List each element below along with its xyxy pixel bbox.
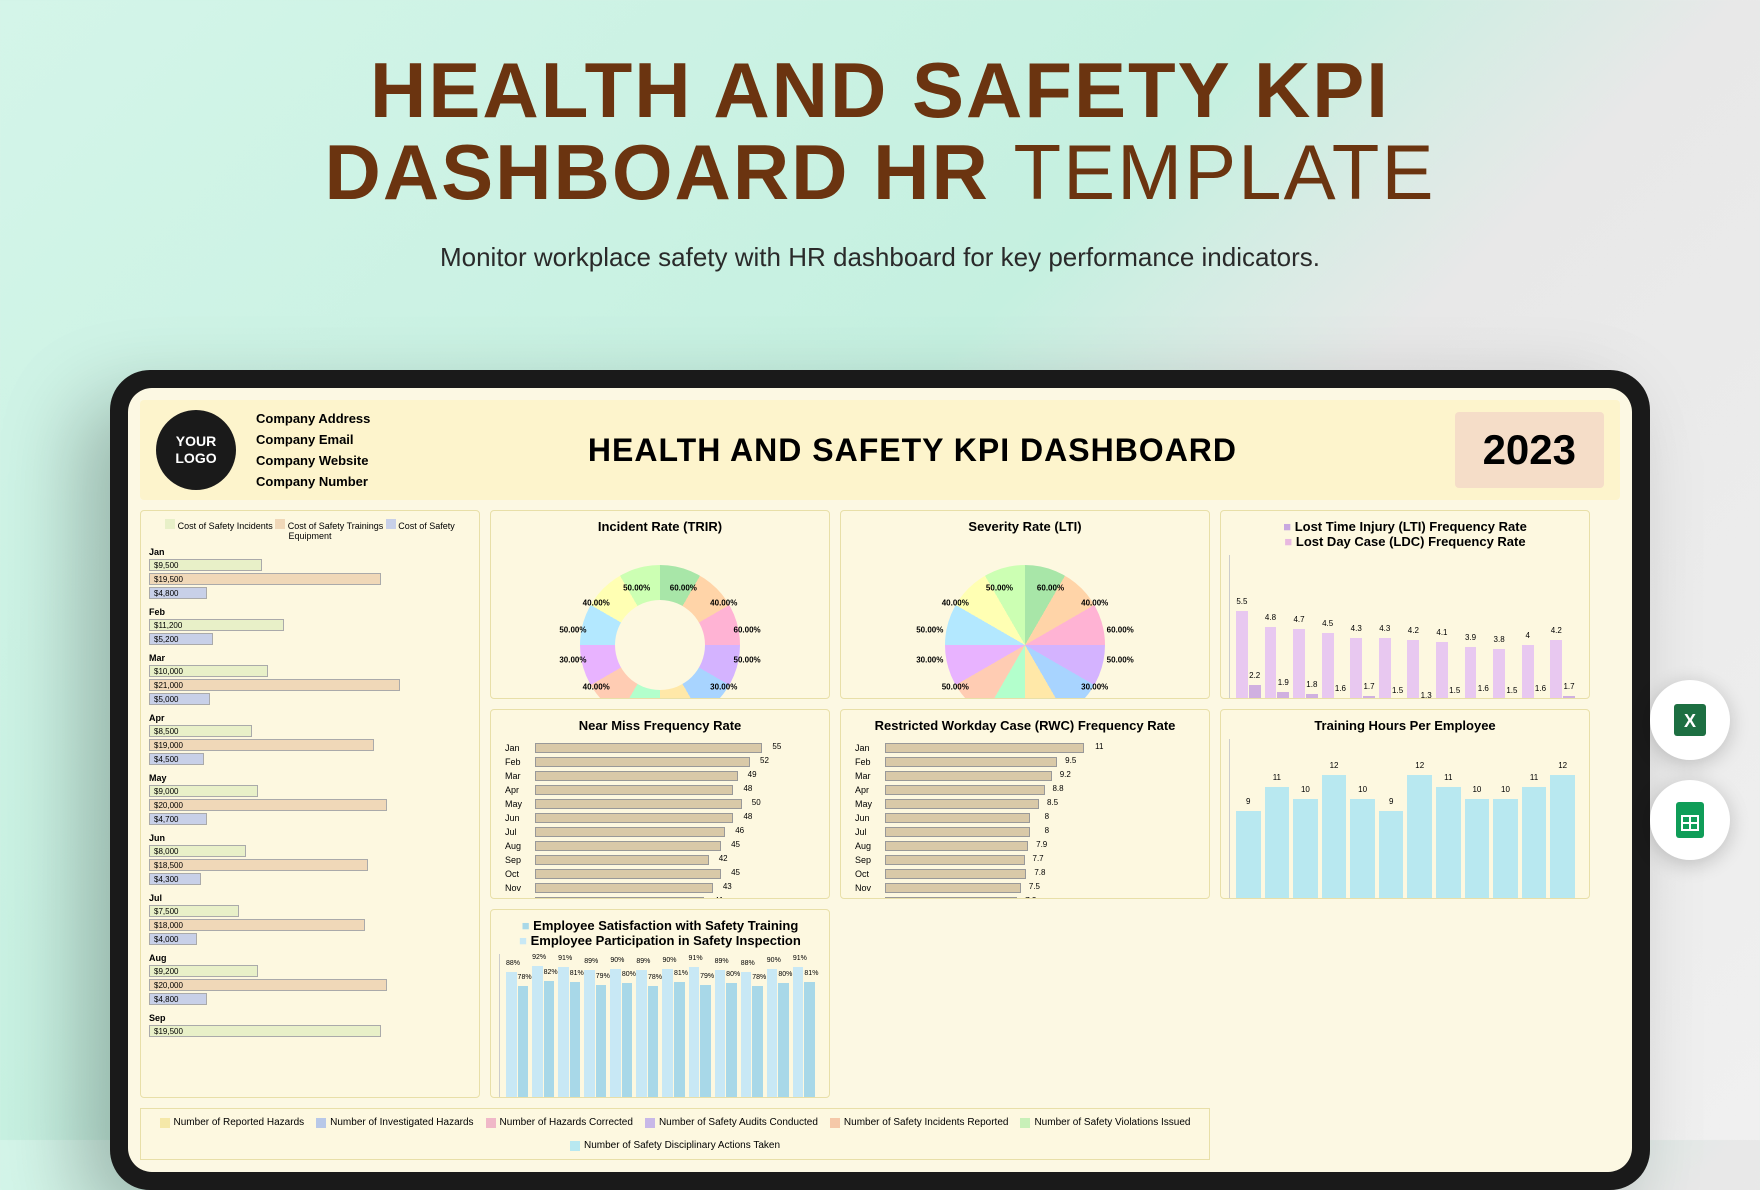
company-logo: YOUR LOGO: [156, 410, 236, 490]
hero-line2a: DASHBOARD HR: [325, 128, 990, 216]
trir-donut-chart: [580, 565, 740, 699]
lti-pie-chart: [945, 565, 1105, 699]
cost-legend: Cost of Safety Incidents Cost of Safety …: [149, 519, 471, 541]
trir-card: Incident Rate (TRIR) 60.00%40.00%60.00%5…: [490, 510, 830, 699]
training-bars: 9111012109121110101112: [1229, 739, 1581, 898]
rwc-title: Restricted Workday Case (RWC) Frequency …: [849, 718, 1201, 733]
sheets-icon[interactable]: [1650, 780, 1730, 860]
excel-icon[interactable]: X: [1650, 680, 1730, 760]
hero-section: HEALTH AND SAFETY KPI DASHBOARD HR TEMPL…: [0, 0, 1760, 273]
rwc-card: Restricted Workday Case (RWC) Frequency …: [840, 709, 1210, 898]
legend-item: Number of Safety Audits Conducted: [645, 1117, 818, 1128]
legend-item: Number of Safety Disciplinary Actions Ta…: [570, 1140, 780, 1151]
bottom-legend: Number of Reported Hazards Number of Inve…: [140, 1108, 1210, 1160]
training-title: Training Hours Per Employee: [1229, 718, 1581, 733]
company-meta: Company Address Company Email Company Webs…: [256, 411, 370, 489]
satisfaction-bars: 88%78%92%82%91%81%89%79%90%80%89%78%90%8…: [499, 954, 821, 1098]
meta-line: Company Website: [256, 453, 370, 468]
freq-title: ■ Lost Time Injury (LTI) Frequency Rate …: [1229, 519, 1581, 549]
rwc-bars: Jan11Feb9.5Mar9.2Apr8.8May8.5Jun8Jul8Aug…: [849, 739, 1201, 898]
nearmiss-title: Near Miss Frequency Rate: [499, 718, 821, 733]
nearmiss-bars: Jan55Feb52Mar49Apr48May50Jun48Jul46Aug45…: [499, 739, 821, 898]
legend-item: Number of Safety Violations Issued: [1020, 1117, 1190, 1128]
meta-line: Company Email: [256, 432, 370, 447]
meta-line: Company Address: [256, 411, 370, 426]
hero-subtitle: Monitor workplace safety with HR dashboa…: [0, 242, 1760, 273]
file-type-icons: X: [1650, 680, 1730, 860]
satisfaction-title: ■ Employee Satisfaction with Safety Trai…: [499, 918, 821, 948]
cost-card: Cost of Safety Incidents Cost of Safety …: [140, 510, 480, 1098]
year-badge: 2023: [1455, 412, 1604, 488]
trir-title: Incident Rate (TRIR): [499, 519, 821, 534]
nearmiss-card: Near Miss Frequency Rate Jan55Feb52Mar49…: [490, 709, 830, 898]
dashboard-header: YOUR LOGO Company AddressCompany EmailCo…: [140, 400, 1620, 500]
hero-line1: HEALTH AND SAFETY KPI: [370, 46, 1390, 134]
svg-text:X: X: [1684, 711, 1696, 731]
freq-card: ■ Lost Time Injury (LTI) Frequency Rate …: [1220, 510, 1590, 699]
dashboard-screen: YOUR LOGO Company AddressCompany EmailCo…: [128, 388, 1632, 1172]
dashboard-title: HEALTH AND SAFETY KPI DASHBOARD: [390, 432, 1434, 469]
hero-title: HEALTH AND SAFETY KPI DASHBOARD HR TEMPL…: [0, 50, 1760, 214]
hero-line2b: TEMPLATE: [1014, 128, 1436, 216]
legend-item: Number of Reported Hazards: [160, 1117, 305, 1128]
legend-item: Number of Safety Incidents Reported: [830, 1117, 1009, 1128]
tablet-frame: YOUR LOGO Company AddressCompany EmailCo…: [110, 370, 1650, 1190]
satisfaction-card: ■ Employee Satisfaction with Safety Trai…: [490, 909, 830, 1098]
lti-card: Severity Rate (LTI) 60.00%40.00%60.00%50…: [840, 510, 1210, 699]
legend-item: Number of Investigated Hazards: [316, 1117, 473, 1128]
legend-item: Number of Hazards Corrected: [486, 1117, 633, 1128]
meta-line: Company Number: [256, 474, 370, 489]
lti-title: Severity Rate (LTI): [849, 519, 1201, 534]
training-card: Training Hours Per Employee 911101210912…: [1220, 709, 1590, 898]
dashboard-grid: Incident Rate (TRIR) 60.00%40.00%60.00%5…: [140, 510, 1620, 1160]
cost-bars: Jan$9,500$19,500$4,800Feb$11,200$5,200Ma…: [149, 547, 471, 1037]
freq-bars: 5.52.24.81.94.71.84.51.64.31.74.31.54.21…: [1229, 555, 1581, 699]
